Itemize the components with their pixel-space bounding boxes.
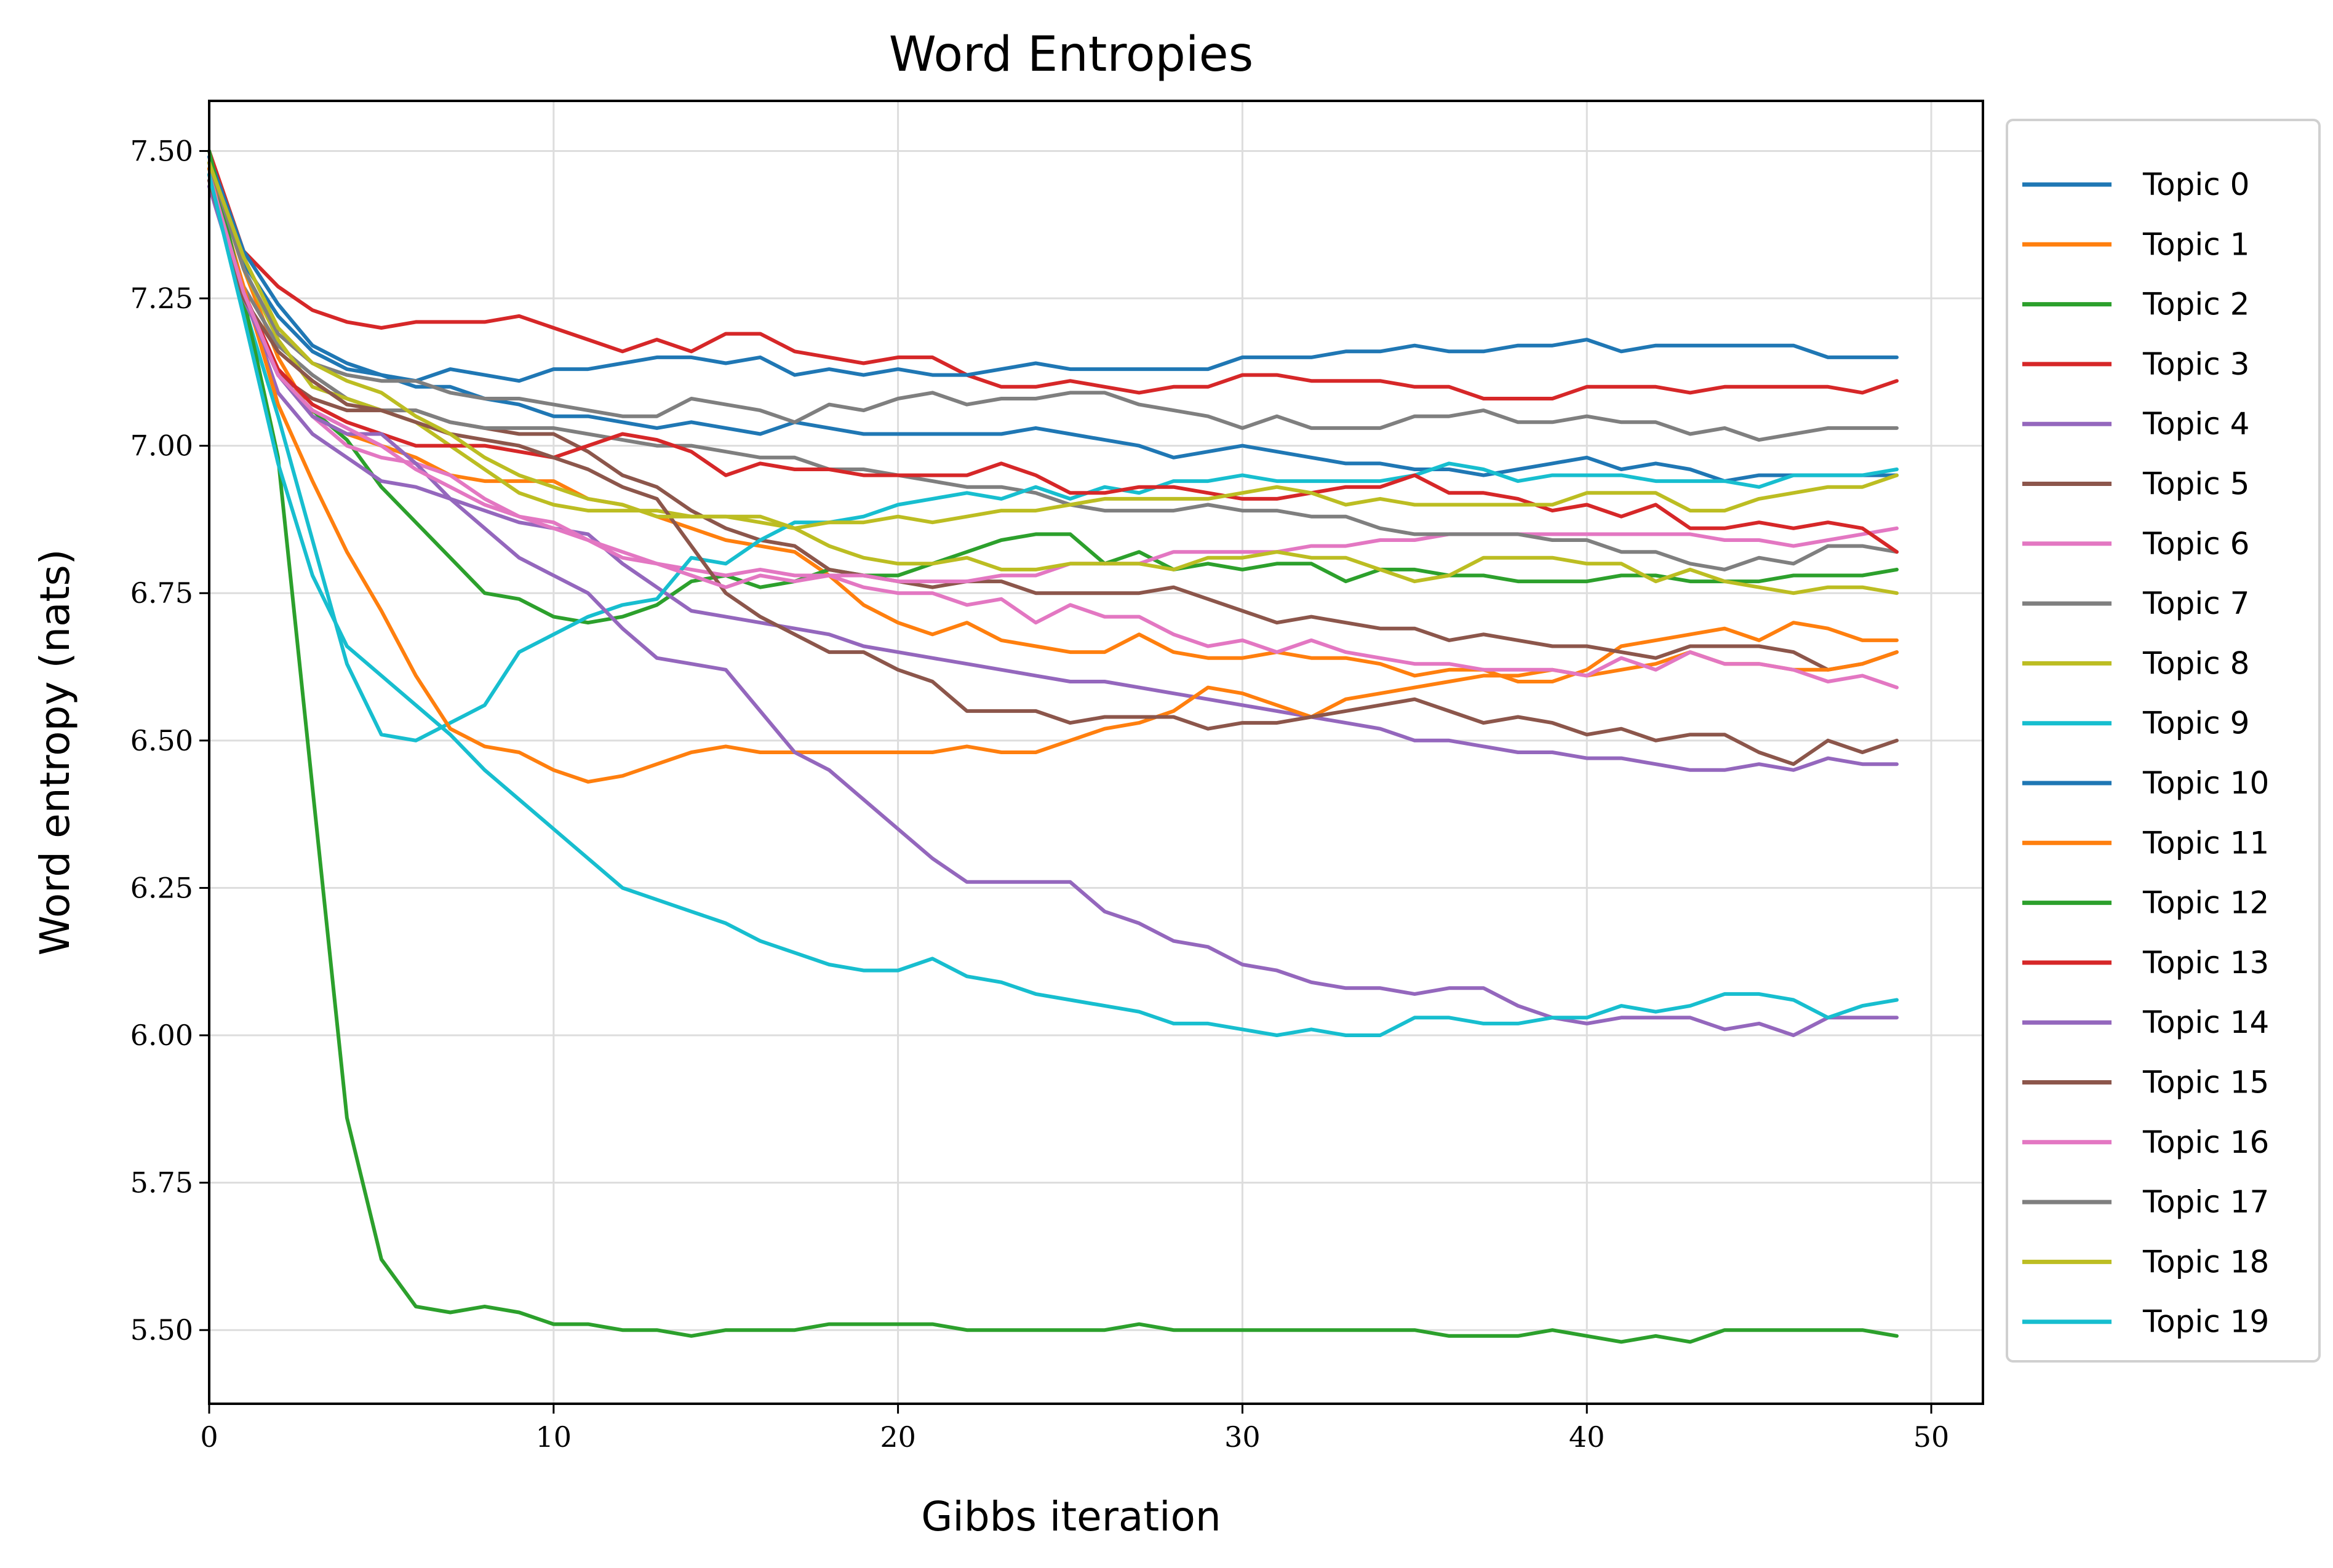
x-tick-label: 40	[1569, 1420, 1605, 1454]
series-line-topic-17	[207, 161, 1899, 442]
y-tick-label: 5.75	[130, 1166, 193, 1200]
y-tick-label: 6.25	[130, 871, 193, 904]
series-line-topic-4	[207, 178, 1899, 772]
y-tick-label: 6.00	[130, 1019, 193, 1052]
x-tick-label: 20	[880, 1420, 916, 1454]
series-line-topic-3	[207, 149, 1899, 400]
series-line-topic-12	[207, 149, 1899, 1344]
series-line-topic-7	[207, 167, 1899, 571]
y-tick-label: 6.50	[130, 724, 193, 757]
legend-label: Topic 10	[2142, 765, 2269, 801]
series-line-topic-16	[207, 172, 1899, 690]
y-axis-title: Word entropy (nats)	[31, 549, 79, 956]
legend-label: Topic 6	[2142, 526, 2249, 562]
plot-frame	[208, 100, 1984, 1405]
series-line-topic-10	[207, 155, 1899, 383]
legend-label: Topic 17	[2142, 1184, 2269, 1220]
chart-title: Word Entropies	[889, 27, 1253, 82]
legend-label: Topic 4	[2142, 406, 2249, 442]
y-tick-label: 5.50	[130, 1313, 193, 1347]
legend-label: Topic 0	[2142, 167, 2249, 202]
series-line-topic-18	[207, 161, 1899, 530]
x-tick-label: 50	[1913, 1420, 1950, 1454]
series-line-topic-9	[207, 172, 1899, 742]
legend-label: Topic 15	[2142, 1065, 2269, 1100]
series-line-topic-8	[207, 161, 1899, 595]
legend-label: Topic 5	[2142, 466, 2249, 502]
x-tick-label: 30	[1224, 1420, 1261, 1454]
series-lines	[207, 149, 1899, 1344]
y-tick-label: 7.50	[130, 134, 193, 167]
y-tick-label: 7.25	[130, 282, 193, 315]
series-line-topic-19	[207, 172, 1899, 1037]
legend-label: Topic 8	[2142, 645, 2249, 681]
series-line-topic-2	[207, 167, 1899, 625]
legend-label: Topic 11	[2142, 825, 2269, 861]
y-axis: 5.50 5.75 6.00 6.25 6.50 6.75 7.00 7.25 7.50	[130, 134, 209, 1347]
series-line-topic-11	[207, 167, 1899, 784]
legend-label: Topic 13	[2142, 945, 2269, 981]
series-line-topic-13	[207, 172, 1899, 554]
x-tick-label: 0	[200, 1420, 218, 1454]
series-line-topic-6	[207, 172, 1899, 584]
series-line-topic-15	[207, 178, 1899, 766]
legend-label: Topic 14	[2142, 1005, 2269, 1040]
y-tick-label: 6.75	[130, 576, 193, 610]
legend-label: Topic 9	[2142, 706, 2249, 741]
legend-label: Topic 16	[2142, 1124, 2269, 1160]
legend-label: Topic 2	[2142, 287, 2249, 322]
legend-label: Topic 12	[2142, 885, 2269, 921]
x-tick-label: 10	[536, 1420, 572, 1454]
legend-label: Topic 1	[2142, 226, 2249, 262]
legend-box	[2006, 119, 2321, 1363]
x-axis: 0 10 20 30 40 50	[200, 1404, 1949, 1454]
x-axis-title: Gibbs iteration	[921, 1493, 1221, 1540]
grid-lines	[208, 101, 1983, 1404]
legend-label: Topic 18	[2142, 1244, 2269, 1279]
legend-label: Topic 3	[2142, 346, 2249, 382]
legend-label: Topic 7	[2142, 586, 2249, 621]
y-tick-label: 7.00	[130, 429, 193, 463]
series-line-topic-14	[207, 185, 1899, 1037]
legend: Topic 0 Topic 1 Topic 2 Topic 3 Topic 4 Topic…	[2006, 119, 2321, 1363]
legend-label: Topic 19	[2142, 1304, 2269, 1340]
